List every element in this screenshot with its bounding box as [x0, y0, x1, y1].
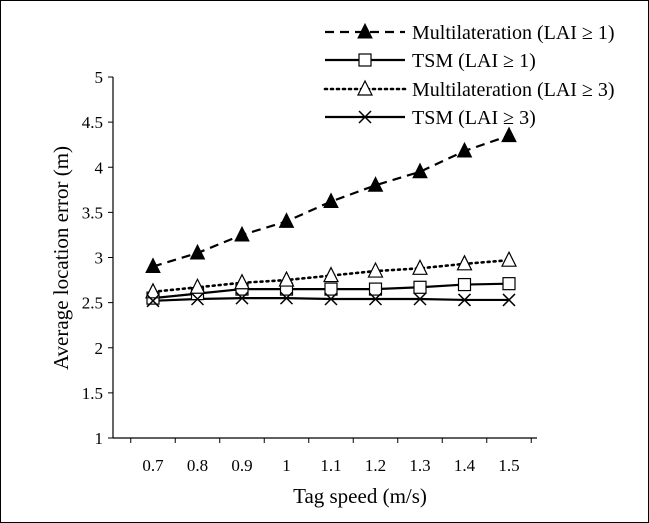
series-4-point [279, 291, 294, 305]
legend-label-2: TSM (LAI ≥ 1) [412, 50, 536, 72]
series-2-point [413, 280, 427, 294]
legend-label-1: Multilateration (LAI ≥ 1) [412, 22, 615, 44]
legend: Multilateration (LAI ≥ 1) TSM (LAI ≥ 1) Mu… [323, 22, 615, 129]
y-tick-label: 3 [95, 249, 104, 268]
series-4-point-stroke [235, 291, 249, 305]
x-tick-label: 1.1 [320, 456, 341, 475]
series-4-point [324, 292, 338, 306]
legend-marker-1 [357, 22, 373, 39]
x-tick-label: 1.2 [365, 456, 386, 475]
series-4-point-stroke [146, 294, 160, 308]
series-4-point-stroke [190, 292, 205, 306]
y-tick-label: 1 [95, 429, 104, 448]
series-4-point [146, 294, 160, 308]
series-4-point-stroke [279, 291, 294, 305]
series-lines [145, 126, 517, 308]
x-tick-label: 0.9 [231, 456, 252, 475]
series-3-point [234, 273, 250, 290]
series-4-point-stroke [502, 293, 516, 307]
series-1-point [145, 257, 161, 274]
legend-label-3: Multilateration (LAI ≥ 3) [412, 79, 615, 101]
series-3-point [145, 282, 161, 299]
y-tick-label: 1.5 [82, 384, 103, 403]
series-3-point [323, 266, 339, 283]
series-1-point [501, 126, 517, 143]
legend-marker-2 [358, 53, 372, 67]
x-axis-label: Tag speed (m/s) [293, 484, 427, 508]
series-3-point [456, 254, 473, 271]
legend-marker-4 [358, 110, 372, 124]
series-3-point [412, 258, 428, 275]
series-4-point [502, 293, 516, 307]
series-2-point [324, 282, 338, 296]
y-tick-label: 2 [95, 339, 104, 358]
series-1-point [456, 141, 473, 158]
series-4-point-stroke [368, 292, 383, 306]
series-4-point-stroke [324, 292, 338, 306]
series-2-point [502, 277, 516, 291]
y-tick-label: 4 [95, 158, 104, 177]
y-tick-label: 4.5 [82, 113, 103, 132]
series-2-point [457, 277, 472, 292]
legend-marker-3 [357, 79, 373, 96]
series-4-point [413, 292, 427, 306]
series-4-point [235, 291, 249, 305]
x-tick-label: 0.8 [187, 456, 208, 475]
series-1-point [278, 212, 295, 228]
axes [108, 76, 537, 443]
series-4-point [368, 292, 383, 306]
x-tick-label: 1 [282, 456, 291, 475]
tick-labels: 1 1.5 2 2.5 3 3.5 4 4.5 5 0.7 0.8 0.9 1 1.1 1.2 1.3 1.4 1… [82, 68, 520, 475]
series-3-point [278, 270, 295, 287]
series-4-point-stroke [457, 293, 472, 307]
legend-label-4: TSM (LAI ≥ 3) [412, 107, 536, 129]
series-3-point [367, 261, 384, 278]
x-tick-label: 1.4 [454, 456, 476, 475]
series-line-1 [152, 134, 510, 268]
y-tick-label: 2.5 [82, 294, 103, 313]
series-1-point [412, 162, 428, 179]
series-1-point [234, 225, 250, 242]
series-3-point [189, 277, 206, 294]
series-1-point [323, 192, 339, 209]
y-tick-label: 3.5 [82, 203, 103, 222]
series-3-point [501, 250, 517, 267]
series-4-point-stroke [413, 292, 427, 306]
series-2-point [368, 282, 383, 296]
y-axis-label: Average location error (m) [49, 146, 73, 370]
x-tick-label: 0.7 [142, 456, 164, 475]
series-1-point [367, 176, 384, 192]
series-4-point [457, 293, 472, 307]
x-tick-label: 1.3 [409, 456, 430, 475]
series-1-point [189, 243, 206, 260]
x-tick-label: 1.5 [498, 456, 519, 475]
legend-marker-4-stroke [358, 110, 372, 124]
series-4-point [190, 292, 205, 306]
y-tick-label: 5 [95, 68, 104, 87]
